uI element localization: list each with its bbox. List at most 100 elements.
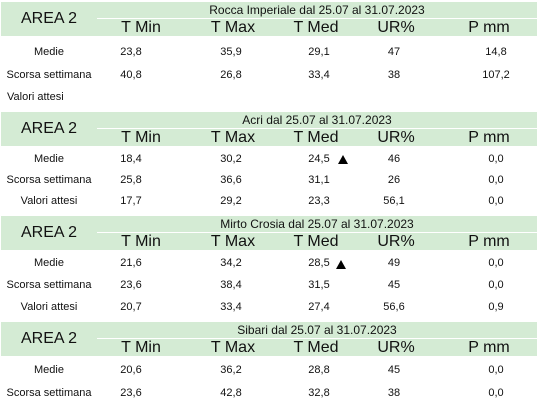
value-pmm: 14,8	[485, 46, 507, 58]
value-tmed: 32,8	[308, 387, 330, 399]
value-ur: 38	[387, 387, 401, 399]
table-row: Medie 20,6 36,2 28,8 45 0,0	[1, 359, 537, 381]
col-header-tmax: T Max	[185, 19, 281, 36]
value-ur: 47	[387, 46, 401, 58]
value-pmm: 0,0	[488, 364, 504, 376]
station-title: Sibari dal 25.07 al 31.07.2023	[97, 322, 537, 339]
col-header-ur: UR%	[351, 339, 441, 356]
row-label: Scorsa settimana	[6, 174, 92, 186]
triangle-up-icon	[336, 260, 346, 269]
value-tmin: 23,8	[120, 46, 142, 58]
area-label: AREA 2	[1, 2, 97, 36]
value-tmin: 17,7	[120, 195, 142, 207]
value-tmed: 28,5	[308, 257, 330, 269]
value-pmm: 0,0	[488, 279, 504, 291]
table-row: Medie 23,8 35,9 29,1 47 14,8	[1, 41, 537, 63]
area-label: AREA 2	[1, 112, 97, 146]
row-label: Valori attesi	[7, 91, 64, 103]
value-tmin: 18,4	[120, 153, 142, 165]
value-ur: 45	[387, 279, 401, 291]
value-tmax: 36,2	[220, 364, 242, 376]
value-tmax: 36,6	[220, 174, 242, 186]
row-label: Valori attesi	[20, 195, 78, 207]
value-tmed: 28,8	[308, 364, 330, 376]
table-row: Scorsa settimana 23,6 38,4 31,5 45 0,0	[1, 274, 537, 296]
row-label: Medie	[34, 257, 64, 269]
col-header-tmax: T Max	[185, 233, 281, 250]
value-ur: 56,6	[383, 301, 405, 313]
value-ur: 38	[387, 69, 401, 81]
col-header-tmin: T Min	[97, 339, 185, 356]
value-pmm: 0,0	[488, 257, 504, 269]
col-header-pmm: P mm	[441, 233, 537, 250]
value-pmm: 0,0	[488, 153, 504, 165]
value-tmed: 31,5	[308, 279, 330, 291]
value-tmax: 33,4	[220, 301, 242, 313]
area-label: AREA 2	[1, 322, 97, 356]
value-pmm: 0,9	[488, 301, 504, 313]
value-tmax: 26,8	[220, 69, 242, 81]
value-tmin: 20,7	[120, 301, 142, 313]
value-ur: 26	[387, 174, 401, 186]
table-row: Valori attesi 20,7 33,4 27,4 56,6 0,9	[1, 296, 537, 318]
value-tmed: 29,1	[308, 46, 330, 58]
table-row: Valori attesi 17,7 29,2 23,3 56,1 0,0	[1, 190, 537, 212]
value-tmed: 31,1	[308, 174, 330, 186]
value-ur: 56,1	[383, 195, 405, 207]
value-tmax: 34,2	[220, 257, 242, 269]
value-tmed: 23,3	[308, 195, 330, 207]
value-tmax: 38,4	[220, 279, 242, 291]
value-ur: 46	[387, 153, 401, 165]
value-tmin: 21,6	[120, 257, 142, 269]
row-label: Scorsa settimana	[6, 387, 92, 399]
value-tmin: 20,6	[120, 364, 142, 376]
col-header-pmm: P mm	[441, 19, 537, 36]
row-label: Valori attesi	[20, 301, 78, 313]
table-row: Valori attesi	[1, 86, 537, 108]
value-pmm: 107,2	[482, 69, 510, 81]
value-tmax: 29,2	[220, 195, 242, 207]
table-row: Medie 18,4 30,2 24,5 46 0,0	[1, 148, 537, 170]
row-label: Medie	[34, 153, 64, 165]
col-header-tmin: T Min	[97, 233, 185, 250]
value-ur: 45	[387, 364, 401, 376]
table-row: Scorsa settimana 40,8 26,8 33,4 38 107,2	[1, 64, 537, 86]
value-tmed: 33,4	[308, 69, 330, 81]
row-label: Scorsa settimana	[6, 279, 92, 291]
col-header-ur: UR%	[351, 233, 441, 250]
value-tmed: 27,4	[308, 301, 330, 313]
row-label: Scorsa settimana	[6, 69, 92, 81]
station-title: Rocca Imperiale dal 25.07 al 31.07.2023	[97, 2, 537, 19]
value-pmm: 0,0	[488, 195, 504, 207]
table-row: Scorsa settimana 23,6 42,8 32,8 38 0,0	[1, 382, 537, 404]
row-label: Medie	[34, 46, 64, 58]
col-header-tmed: T Med	[281, 233, 351, 250]
value-tmin: 40,8	[120, 69, 142, 81]
value-tmin: 23,6	[120, 387, 142, 399]
value-pmm: 0,0	[488, 387, 504, 399]
col-header-ur: UR%	[351, 19, 441, 36]
value-tmin: 25,8	[120, 174, 142, 186]
row-label: Medie	[34, 364, 64, 376]
col-header-tmed: T Med	[281, 129, 351, 146]
value-pmm: 0,0	[488, 174, 504, 186]
col-header-tmin: T Min	[97, 129, 185, 146]
value-tmax: 35,9	[220, 46, 242, 58]
col-header-pmm: P mm	[441, 129, 537, 146]
col-header-tmed: T Med	[281, 339, 351, 356]
station-title: Acri dal 25.07 al 31.07.2023	[97, 112, 537, 129]
value-tmin: 23,6	[120, 279, 142, 291]
col-header-ur: UR%	[351, 129, 441, 146]
value-tmax: 30,2	[220, 153, 242, 165]
col-header-pmm: P mm	[441, 339, 537, 356]
station-title: Mirto Crosia dal 25.07 al 31.07.2023	[97, 216, 537, 233]
col-header-tmed: T Med	[281, 19, 351, 36]
area-label: AREA 2	[1, 216, 97, 250]
triangle-up-icon	[338, 155, 348, 164]
table-row: Medie 21,6 34,2 28,5 49 0,0	[1, 252, 537, 274]
value-tmax: 42,8	[220, 387, 242, 399]
col-header-tmax: T Max	[185, 129, 281, 146]
value-tmed: 24,5	[308, 153, 330, 165]
table-row: Scorsa settimana 25,8 36,6 31,1 26 0,0	[1, 169, 537, 191]
col-header-tmax: T Max	[185, 339, 281, 356]
